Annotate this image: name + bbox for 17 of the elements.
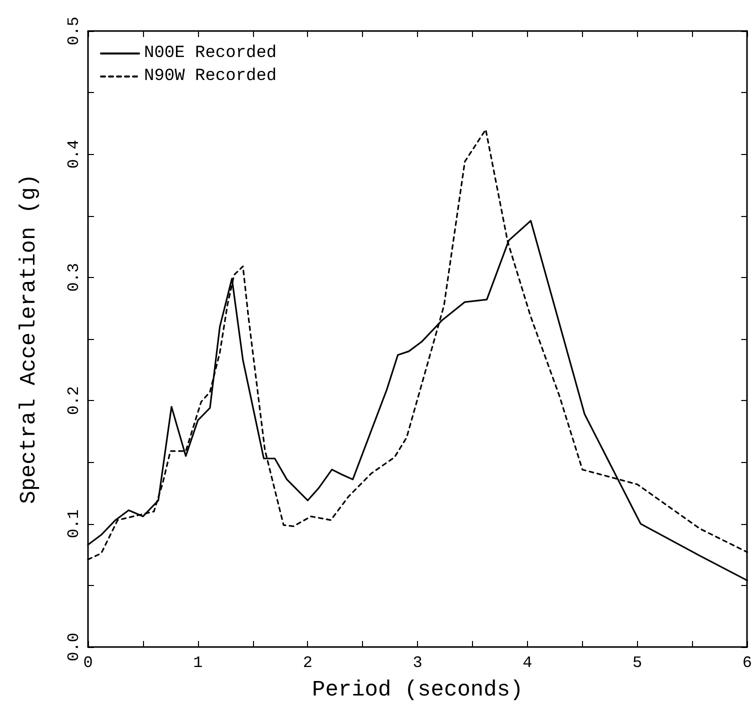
y-axis-title: Spectral Acceleration (g) [16, 174, 42, 504]
y-tick-label: 0.0 [65, 632, 83, 662]
y-tick-label: 0.2 [65, 386, 83, 416]
y-tick-label: 0.3 [65, 262, 83, 292]
x-tick-label: 1 [193, 654, 203, 672]
legend-label: N90W Recorded [144, 67, 277, 86]
y-tick-label: 0.1 [65, 509, 83, 538]
x-tick-label: 4 [522, 654, 532, 672]
x-tick-label: 3 [412, 654, 422, 672]
x-tick-label: 5 [632, 654, 642, 672]
x-tick-label: 6 [742, 654, 752, 672]
x-axis-title: Period (seconds) [312, 678, 524, 702]
legend-label: N00E Recorded [144, 44, 277, 63]
x-tick-label: 0 [83, 654, 93, 672]
y-tick-label: 0.4 [65, 140, 83, 169]
y-tick-label: 0.5 [65, 16, 83, 46]
x-tick-label: 2 [302, 654, 313, 672]
